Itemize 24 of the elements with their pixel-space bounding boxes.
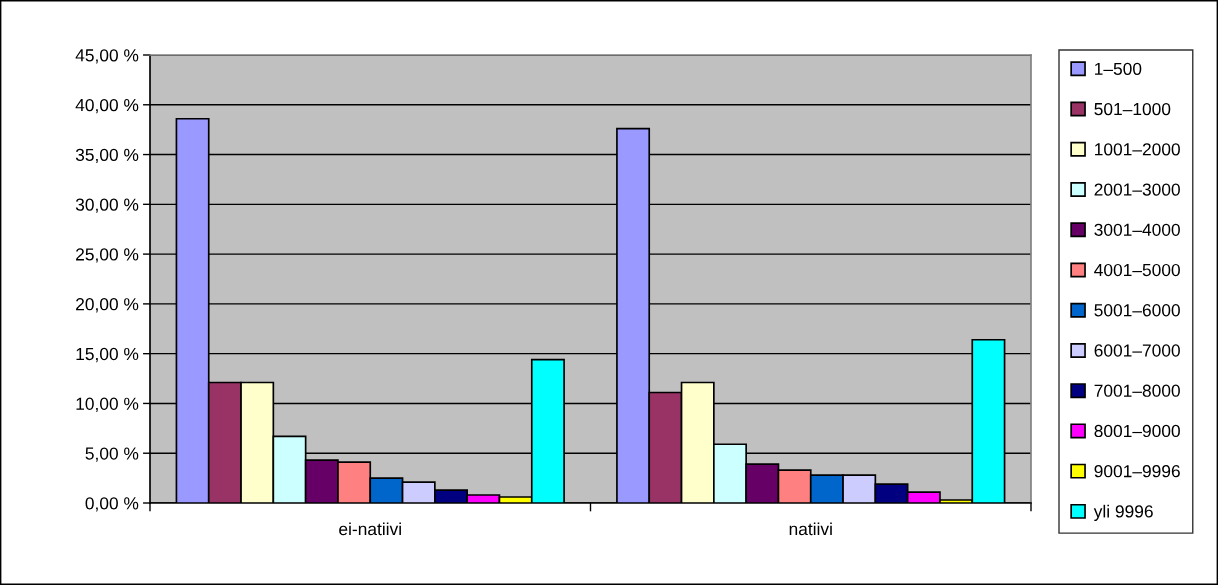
- y-tick-label: 10,00 %: [76, 397, 139, 412]
- y-tick-label: 45,00 %: [75, 49, 139, 64]
- x-tick-label: ei-natiivi: [339, 522, 401, 536]
- legend-label: 4001–5000: [1094, 263, 1180, 277]
- y-tick-label: 15,00 %: [76, 347, 139, 363]
- legend-label: 5001–6000: [1094, 304, 1180, 317]
- y-tick-label: 20,00 %: [76, 298, 139, 313]
- legend-label: 501–1000: [1094, 102, 1171, 116]
- legend-label: 8001–9000: [1094, 424, 1180, 438]
- y-tick-label: 35,00 %: [75, 148, 139, 164]
- legend-label: 3001–4000: [1094, 223, 1180, 236]
- legend-label: 7001–8000: [1094, 384, 1180, 397]
- legend-label: 9001–9996: [1094, 465, 1180, 478]
- legend-label: yli 9996: [1093, 504, 1153, 522]
- y-tick-label: 5,00 %: [85, 447, 139, 462]
- y-tick-label: 0,00 %: [85, 497, 139, 512]
- y-tick-label: 25,00 %: [76, 248, 139, 263]
- x-tick-label: natiivi: [789, 522, 832, 536]
- legend-label: 1001–2000: [1095, 143, 1180, 156]
- y-tick-label: 40,00 %: [75, 98, 139, 114]
- legend-label: 2001–3000: [1094, 183, 1180, 196]
- legend-label: 1–500: [1095, 62, 1142, 75]
- legend-label: 6001–7000: [1094, 344, 1180, 357]
- y-tick-label: 30,00 %: [75, 198, 139, 213]
